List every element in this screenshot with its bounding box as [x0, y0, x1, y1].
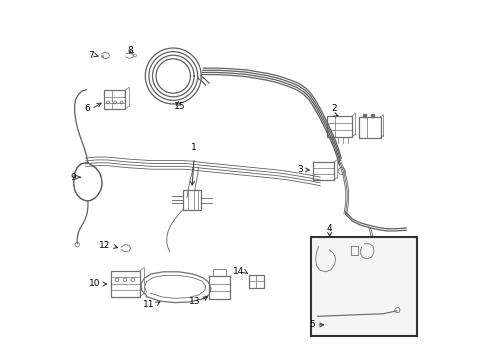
Text: 1: 1	[191, 143, 197, 152]
Bar	[311, 237, 417, 336]
Bar	[104, 90, 125, 109]
Text: 11: 11	[143, 300, 155, 309]
Text: 6: 6	[84, 104, 90, 113]
Text: 15: 15	[174, 102, 186, 111]
Bar	[111, 271, 140, 297]
Text: 7: 7	[88, 51, 94, 60]
Bar	[209, 276, 230, 299]
Text: 12: 12	[99, 241, 111, 250]
Bar	[359, 117, 381, 138]
Text: 5: 5	[309, 320, 315, 329]
Text: 2: 2	[331, 104, 337, 113]
Text: 13: 13	[189, 297, 200, 306]
Bar	[213, 269, 226, 276]
Bar	[327, 116, 352, 137]
Bar	[313, 162, 334, 180]
Bar	[363, 114, 366, 117]
Bar	[183, 190, 201, 210]
Text: 4: 4	[327, 224, 332, 233]
Bar	[370, 114, 374, 117]
Text: 14: 14	[233, 267, 245, 276]
Bar	[249, 275, 264, 288]
Text: 10: 10	[89, 279, 101, 288]
Text: 3: 3	[297, 166, 303, 175]
Text: 8: 8	[127, 46, 133, 55]
Text: 9: 9	[70, 173, 76, 182]
